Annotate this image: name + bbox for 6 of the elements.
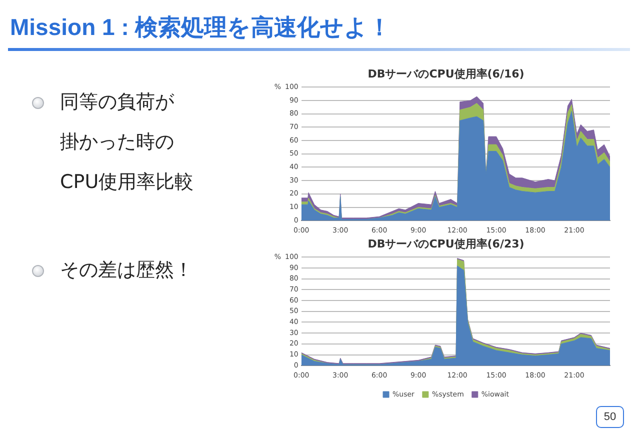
- chart-title: DBサーバのCPU使用率(6/16): [368, 67, 524, 80]
- chart-title: DBサーバのCPU使用率(6/23): [368, 237, 524, 250]
- text: その差は歴然！: [60, 258, 193, 283]
- text: 50: [596, 406, 624, 428]
- text: Mission 1 : 検索処理を高速化せよ！: [10, 13, 392, 42]
- text: 同等の負荷が掛かった時のCPU使用率比較: [60, 90, 194, 195]
